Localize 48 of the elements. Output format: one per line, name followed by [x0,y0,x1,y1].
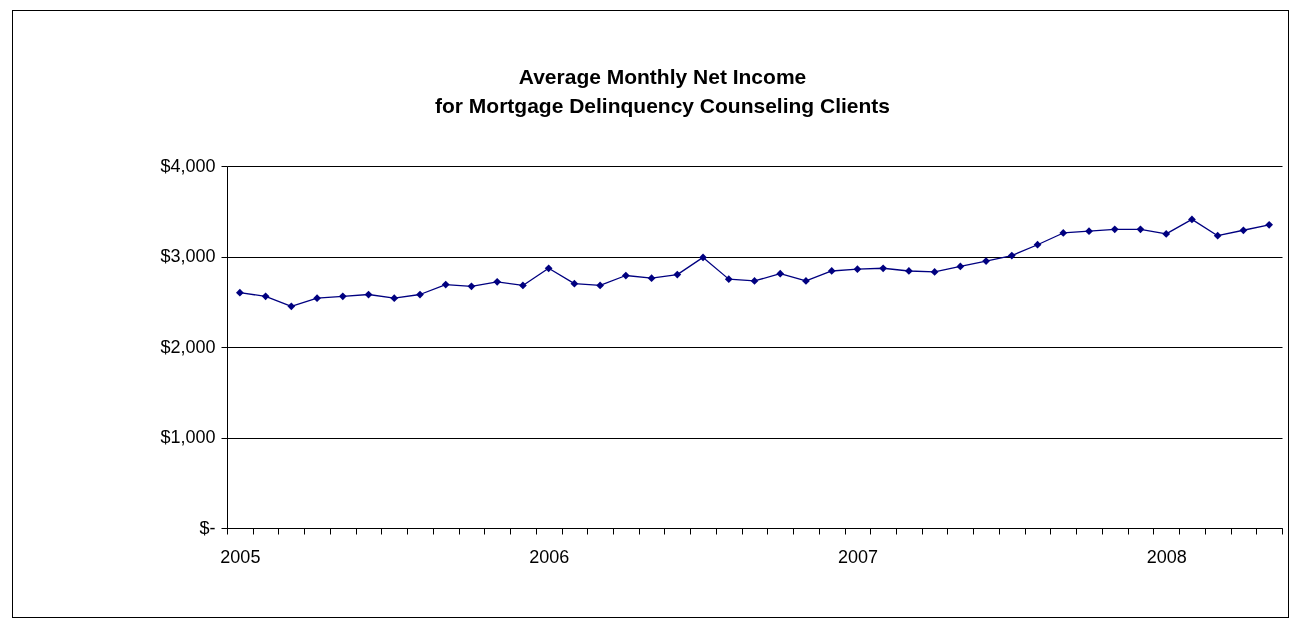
point [467,282,476,291]
point [1085,227,1093,236]
point [338,292,347,301]
point [570,279,579,288]
x-tick-label: 2006 [529,546,570,567]
chart-title: Average Monthly Net Income for Mortgage Delinquency Counseling Clients [434,65,891,117]
point [724,275,733,283]
point [647,274,656,283]
point [956,262,965,271]
point [1162,230,1171,238]
y-tick-label: $3,000 [160,246,216,266]
point [1007,251,1016,260]
point [621,271,630,280]
y-tick-label: $1,000 [160,427,216,447]
point [673,270,682,279]
point [519,281,527,290]
point [235,288,244,297]
point [699,253,707,262]
point [313,294,321,302]
point [930,268,939,276]
point [1213,231,1222,240]
point [1239,226,1248,235]
y-tick-label: $2,000 [160,336,216,357]
point [879,264,888,273]
point [1033,240,1042,249]
point [853,265,862,274]
y-tick-label: $4,000 [160,155,216,176]
point [1136,225,1145,234]
point [544,264,553,273]
point [441,280,450,289]
point [827,267,836,275]
point [1265,220,1274,229]
point [390,294,399,302]
point [596,281,604,290]
x-tick-label: 2005 [220,546,261,567]
y-tick-label: $- [199,517,216,538]
point [493,277,502,286]
point [261,292,270,301]
point [1188,215,1196,224]
point [750,277,759,285]
point [416,290,424,299]
x-tick-label: 2008 [1146,546,1187,567]
point [1059,229,1068,237]
point [287,302,296,311]
point [1110,225,1119,234]
x-tick-label: 2007 [837,546,878,567]
point [776,269,785,278]
point [905,267,913,275]
